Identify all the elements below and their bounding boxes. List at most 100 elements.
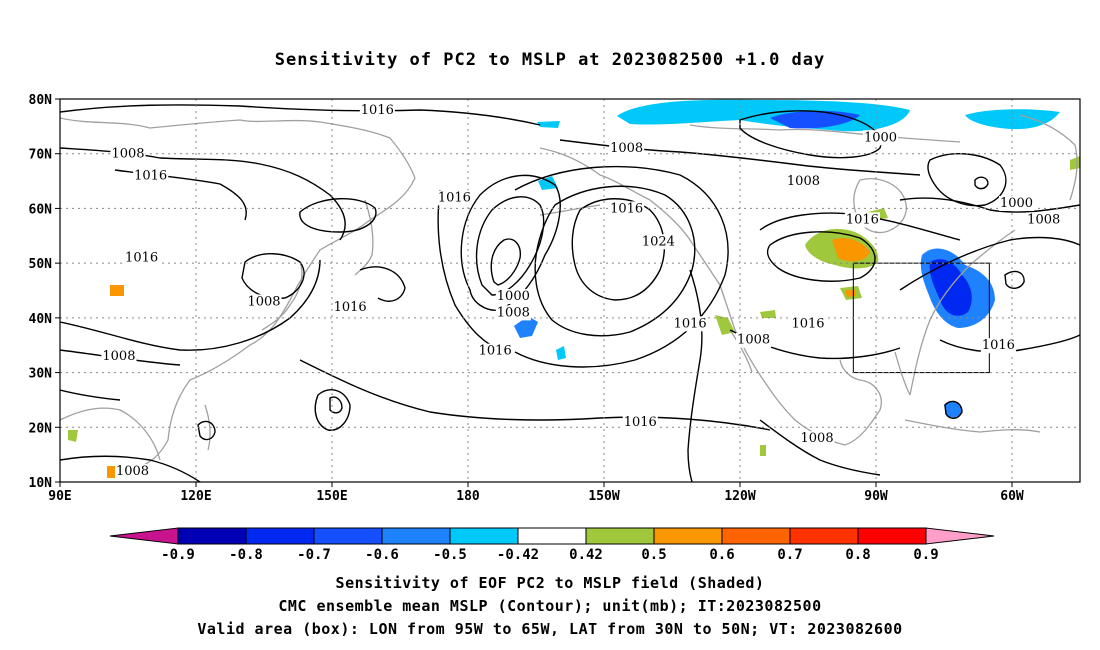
contour-label: 1016 xyxy=(436,190,472,206)
contour-1016-pacific xyxy=(437,189,506,353)
lon-label: 120E xyxy=(180,489,211,504)
contour-ring-caribbean xyxy=(944,400,963,419)
svg-text:1008: 1008 xyxy=(111,147,144,162)
lon-label: 150E xyxy=(316,489,347,504)
contour-1000-arctic xyxy=(739,110,882,159)
contour-ring-ne-canada xyxy=(974,176,989,190)
contour-label: 1008 xyxy=(495,305,531,321)
contour-label: 1016 xyxy=(672,316,708,332)
sensitivity-shading xyxy=(68,99,1080,478)
svg-text:1008: 1008 xyxy=(610,141,643,156)
colorbar-label: 0.42 xyxy=(569,547,603,563)
colorbar-label: -0.6 xyxy=(365,547,399,563)
colorbar-segment xyxy=(245,527,315,545)
colorbar-segment xyxy=(449,527,519,545)
contour-label: 1016 xyxy=(124,250,160,266)
lon-label: 90W xyxy=(864,489,888,504)
coast-southeast-asia xyxy=(60,407,161,461)
svg-text:1008: 1008 xyxy=(801,431,834,446)
colorbar-label: 0.6 xyxy=(709,547,734,563)
contour-ring-tropic-1 xyxy=(314,389,351,431)
lon-label: 60W xyxy=(1000,489,1024,504)
contour-1008-sea xyxy=(60,455,201,482)
contour-label: 1008 xyxy=(736,332,772,348)
caption-contour: CMC ensemble mean MSLP (Contour); unit(m… xyxy=(278,597,822,615)
contour-label: 1016 xyxy=(477,343,513,359)
svg-text:1016: 1016 xyxy=(674,316,707,331)
colorbar-label: -0.42 xyxy=(497,547,539,563)
colorbar-segment xyxy=(517,527,587,545)
svg-text:1016: 1016 xyxy=(624,415,657,430)
contour-high-pacific-outer xyxy=(514,165,729,368)
lon-label: 120W xyxy=(724,489,755,504)
contour-label: 1008 xyxy=(799,431,835,447)
coast-east-us xyxy=(909,229,1016,396)
contour-label: 1008 xyxy=(110,146,146,162)
contour-label: 1008 xyxy=(101,349,137,365)
contour-label: 1016 xyxy=(359,102,395,118)
colorbar-label: 0.8 xyxy=(845,547,870,563)
map-title: Sensitivity of PC2 to MSLP at 2023082500… xyxy=(274,50,826,70)
contour-1008-mexico xyxy=(759,419,881,476)
contour-1008-westpacific-sw xyxy=(60,389,121,401)
svg-text:1008: 1008 xyxy=(737,333,770,348)
svg-text:1016: 1016 xyxy=(334,300,367,315)
contour-label: 1016 xyxy=(622,414,658,430)
colorbar-label: -0.5 xyxy=(433,547,467,563)
shade-positive-canada-core xyxy=(832,238,870,262)
contour-label: 1008 xyxy=(1026,212,1062,228)
coast-baja xyxy=(729,329,753,373)
caption-shading: Sensitivity of EOF PC2 to MSLP field (Sh… xyxy=(335,574,765,592)
map-frame xyxy=(59,98,1081,483)
coast-asia-north xyxy=(60,117,416,179)
colorbar-segment xyxy=(857,527,927,545)
lat-label: 20N xyxy=(29,421,53,436)
caption-valid-area: Valid area (box): LON from 95W to 65W, L… xyxy=(197,620,903,638)
contour-1016-japan xyxy=(359,266,406,302)
svg-text:1008: 1008 xyxy=(116,464,149,479)
svg-text:1024: 1024 xyxy=(642,234,675,249)
contour-label: 1000 xyxy=(998,195,1035,211)
svg-text:1000: 1000 xyxy=(1000,196,1033,211)
colorbar-segment xyxy=(313,527,383,545)
svg-text:1016: 1016 xyxy=(982,338,1015,353)
contour-ring-canada xyxy=(766,231,876,282)
contour-label: 1016 xyxy=(790,316,826,332)
svg-text:1016: 1016 xyxy=(438,190,471,205)
latitude-labels: 80N 70N 60N 50N 40N 30N 20N 10N xyxy=(29,93,60,491)
contour-low-pacific-mid xyxy=(475,196,545,296)
lat-label: 60N xyxy=(29,202,53,217)
lat-lon-grid xyxy=(60,99,1080,482)
coast-japan xyxy=(261,261,303,331)
lat-label: 10N xyxy=(29,476,53,491)
coastlines xyxy=(60,114,1078,471)
contour-label: 1008 xyxy=(114,464,151,480)
lat-label: 40N xyxy=(29,312,53,327)
contour-label: 1016 xyxy=(844,212,880,228)
colorbar-high-extension xyxy=(925,527,995,545)
contour-label: 1008 xyxy=(785,174,822,190)
contour-low-pacific-inner xyxy=(490,238,521,286)
colorbar-segment xyxy=(381,527,451,545)
contour-1016-atlantic xyxy=(899,236,1080,291)
lat-label: 70N xyxy=(29,148,53,163)
colorbar-segment xyxy=(177,527,247,545)
contour-ring-okhotsk xyxy=(299,198,377,233)
contour-label: 1000 xyxy=(495,288,531,304)
svg-text:1016: 1016 xyxy=(361,103,394,118)
contour-ring-east xyxy=(1004,270,1025,289)
colorbar-segment xyxy=(653,527,723,545)
svg-text:1008: 1008 xyxy=(247,294,280,309)
contour-1008-siberia xyxy=(60,147,346,241)
contour-label: 1016 xyxy=(332,299,368,315)
colorbar-label: -0.9 xyxy=(161,547,195,563)
contour-1016-pacific-south xyxy=(299,359,771,431)
colorbar-segment xyxy=(721,527,791,545)
contour-ring-east-asia xyxy=(241,253,305,299)
svg-text:1008: 1008 xyxy=(102,349,135,364)
colorbar-label: 0.5 xyxy=(641,547,666,563)
coast-caribbean xyxy=(904,419,1041,433)
svg-text:1016: 1016 xyxy=(125,251,158,266)
colorbar-label: 0.7 xyxy=(777,547,802,563)
